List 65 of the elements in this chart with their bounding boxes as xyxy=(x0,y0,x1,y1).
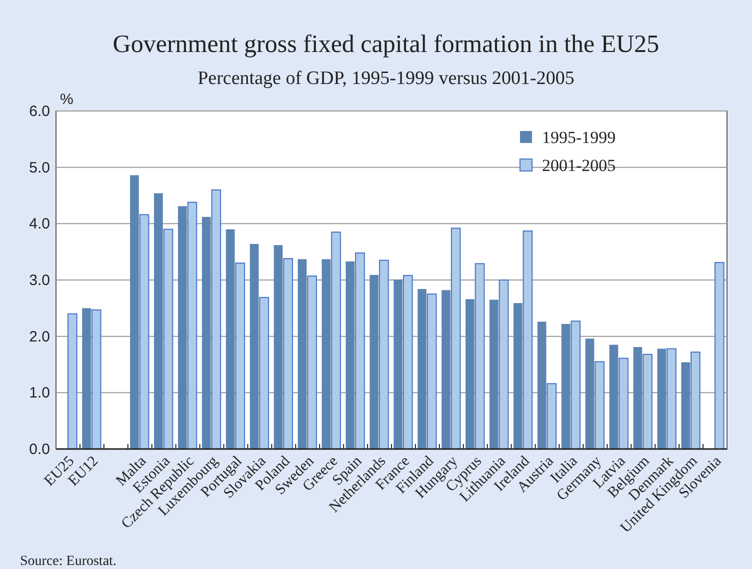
y-tick-label: 2.0 xyxy=(29,328,50,346)
bar xyxy=(450,228,461,450)
bar xyxy=(418,289,426,449)
bar xyxy=(570,320,581,450)
bar xyxy=(307,276,317,450)
bar xyxy=(690,352,700,450)
bar xyxy=(154,193,163,449)
bar xyxy=(322,259,331,449)
chart-subtitle: Percentage of GDP, 1995-1999 versus 2001-2005 xyxy=(198,68,574,89)
bar xyxy=(187,202,198,450)
y-tick-label: 5.0 xyxy=(29,159,50,176)
bar xyxy=(633,347,642,449)
y-tick-label: 4.0 xyxy=(29,216,50,233)
bar xyxy=(346,261,355,449)
bar xyxy=(513,303,522,449)
bar xyxy=(91,309,102,450)
bar xyxy=(426,294,437,450)
y-tick-label: 0.0 xyxy=(29,441,50,458)
bar xyxy=(402,274,413,450)
bar xyxy=(202,216,211,449)
bar xyxy=(355,252,365,450)
bar xyxy=(681,362,690,449)
bar xyxy=(130,175,139,449)
bar xyxy=(331,232,341,450)
bar xyxy=(618,358,628,450)
bar xyxy=(178,206,187,449)
bar xyxy=(594,361,605,450)
bar xyxy=(226,229,235,449)
bar xyxy=(657,348,666,449)
bar xyxy=(498,280,509,450)
y-tick-label: 3.0 xyxy=(29,272,50,289)
bar xyxy=(474,263,485,450)
bar xyxy=(666,348,676,450)
bar xyxy=(490,300,498,449)
y-tick-label: 1.0 xyxy=(29,384,50,402)
bar xyxy=(379,260,389,450)
y-axis-title: % xyxy=(60,91,74,108)
bar xyxy=(211,189,222,450)
bar xyxy=(298,259,307,449)
bar xyxy=(139,214,150,450)
legend-label: 1995-1999 xyxy=(542,128,616,147)
bar xyxy=(585,338,594,449)
bar xyxy=(283,258,293,450)
bar xyxy=(259,296,270,450)
bar xyxy=(235,262,246,450)
bar xyxy=(609,344,618,449)
source-note: Source: Eurostat. xyxy=(20,554,116,569)
bar xyxy=(82,308,91,449)
bar xyxy=(561,324,570,449)
bar xyxy=(466,299,474,449)
bar xyxy=(546,383,557,450)
bar xyxy=(163,228,174,450)
bar xyxy=(394,279,402,449)
bar xyxy=(274,245,283,449)
bar xyxy=(714,262,724,450)
bar xyxy=(370,274,379,449)
bar xyxy=(67,313,78,450)
bar xyxy=(642,354,652,450)
chart-title: Government gross fixed capital formation in the EU25 xyxy=(112,31,660,58)
bar xyxy=(442,290,450,449)
legend-label: 2001-2005 xyxy=(542,156,616,175)
y-tick-label: 6.0 xyxy=(29,103,50,120)
bar xyxy=(250,244,259,449)
bar xyxy=(522,230,533,450)
bar xyxy=(537,322,546,449)
